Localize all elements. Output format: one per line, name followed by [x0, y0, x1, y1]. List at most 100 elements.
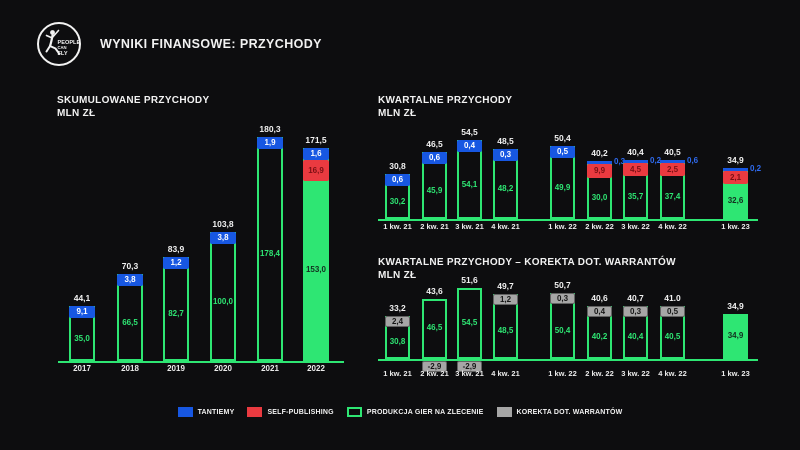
chart-title: KWARTALNE PRZYCHODY – KOREKTA DOT. WARRA…	[378, 257, 676, 268]
bar-2022: 1,6 16,9 153,0 171,5 2022	[303, 136, 329, 373]
segment-korekta-warrantow: 2,4	[385, 316, 410, 327]
bar-1-kw-21: 2,4 30,8 33,2 1 kw. 21	[383, 304, 412, 377]
total-value-label: 43,6	[426, 286, 443, 296]
produkcja-value-label: 178,4	[259, 249, 281, 258]
people-can-fly-logo: PEOPLE CAN FLY	[37, 22, 81, 66]
produkcja-value-label: 40,2	[591, 332, 608, 341]
category-label: 2 kw. 21	[420, 369, 449, 378]
segment-tantiemy	[587, 161, 612, 164]
segment-korekta-warrantow: 0,3	[550, 293, 575, 304]
segment-tantiemy: 1,6	[303, 148, 329, 160]
legend-item-produkcja-gier: PRODUKCJA GIER NA ZLECENIE	[346, 407, 484, 417]
chart-unit-label: MLN ZŁ	[378, 108, 417, 119]
bar-4-kw-22: 0,6 2,5 37,4 40,5 4 kw. 22	[658, 148, 698, 230]
korekta-negative-value-label: -2,9	[422, 361, 447, 372]
bar-1-kw-21: 0,6 30,2 30,8 1 kw. 21	[383, 162, 412, 230]
bar-3-kw-21: 0,4 54,1 54,5 3 kw. 21	[455, 128, 484, 230]
produkcja-value-label: 32,6	[727, 195, 744, 205]
chart-cumulative-revenues: SKUMULOWANE PRZYCHODY MLN ZŁ 9,1 35,0 44,1…	[57, 95, 362, 395]
category-label: 1 kw. 23	[721, 222, 750, 231]
logo-text-can: CAN	[58, 45, 67, 50]
category-label: 3 kw. 22	[621, 222, 650, 231]
bar-1-kw-23: 34,9 34,9 1 kw. 23	[721, 302, 750, 377]
logo-circle	[37, 22, 81, 66]
chart-quarterly-revenues-warrant-correction: KWARTALNE PRZYCHODY – KOREKTA DOT. WARRA…	[378, 257, 768, 397]
segment-self-publishing: 4,5	[623, 163, 648, 176]
segment-tantiemy: 0,6	[422, 152, 447, 164]
total-value-label: 33,2	[389, 303, 406, 313]
tantiemy-value-label: 0,3	[614, 157, 626, 166]
category-label: 4 kw. 21	[491, 369, 520, 378]
legend-item-korekta-warrantow: KOREKTA DOT. WARRANTÓW	[496, 407, 623, 417]
produkcja-value-label: 37,4	[664, 191, 681, 201]
category-label: 1 kw. 22	[548, 369, 577, 378]
page-title: WYNIKI FINANSOWE: PRZYCHODY	[100, 37, 322, 51]
produkcja-value-label: 40,4	[627, 332, 644, 341]
category-label: 4 kw. 22	[658, 222, 687, 231]
segment-self-publishing: 9,9	[587, 164, 612, 178]
total-value-label: 83,9	[167, 244, 185, 254]
produkcja-value-label: 34,9	[727, 330, 744, 340]
bar-4-kw-21: 1,2 48,5 49,7 4 kw. 21	[491, 282, 520, 377]
produkcja-value-label: 153,0	[305, 265, 327, 274]
produkcja-value-label: 35,7	[627, 191, 644, 201]
korekta-warrantow-swatch-icon	[496, 407, 512, 417]
segment-produkcja-gier	[303, 148, 329, 361]
segment-tantiemy: 1,9	[257, 137, 283, 149]
produkcja-value-label: 48,5	[497, 326, 514, 335]
legend-label: PRODUKCJA GIER NA ZLECENIE	[366, 408, 484, 416]
produkcja-gier-swatch-icon	[346, 407, 362, 417]
bar-3-kw-22: 0,3 40,4 40,7 3 kw. 22	[621, 294, 650, 377]
category-label: 2021	[261, 364, 279, 373]
total-value-label: 41.0	[664, 293, 681, 303]
segment-tantiemy: 0,3	[493, 149, 518, 161]
tantiemy-value-label: 0,2	[650, 156, 662, 165]
produkcja-value-label: 40,5	[664, 332, 681, 341]
segment-tantiemy	[660, 160, 685, 163]
category-label: 4 kw. 21	[491, 222, 520, 231]
total-value-label: 70,3	[121, 261, 139, 271]
bar-2-kw-22: 0,4 40,2 40,6 2 kw. 22	[585, 294, 614, 377]
category-label: 2019	[167, 364, 185, 373]
tantiemy-value-label: 0,2	[750, 164, 762, 173]
segment-self-publishing: 2,5	[660, 163, 685, 176]
chart-plot-area: 2,4 30,8 33,2 1 kw. 21 46,5 -2,9 43,6 2 kw. 21 5…	[378, 266, 758, 377]
bar-2020: 3,8 100,0 103,8 2020	[210, 220, 236, 373]
segment-tantiemy: 3,8	[210, 232, 236, 244]
total-value-label: 46,5	[426, 139, 443, 149]
bar-1-kw-23: 0,2 2,1 32,6 34,9 1 kw. 23	[721, 156, 761, 230]
segment-tantiemy: 1,2	[163, 257, 189, 269]
produkcja-value-label: 54,1	[461, 179, 478, 189]
bar-2017: 9,1 35,0 44,1 2017	[69, 294, 95, 373]
bar-2021: 1,9 178,4 180,3 2021	[257, 125, 283, 373]
category-label: 3 kw. 21	[455, 369, 484, 378]
segment-produkcja-gier	[723, 314, 748, 359]
bar-1-kw-22: 0,5 49,9 50,4 1 kw. 22	[548, 134, 577, 230]
bar-3-kw-21: 54,5 -2,9 51,6 3 kw. 21	[455, 276, 484, 377]
bar-1-kw-22: 0,3 50,4 50,7 1 kw. 22	[548, 281, 577, 377]
total-value-label: 40,7	[627, 293, 644, 303]
chart-plot-area: 0,6 30,2 30,8 1 kw. 21 0,6 45,9 46,5 2 kw. 21 0,…	[378, 126, 761, 230]
bar-2-kw-21: 0,6 45,9 46,5 2 kw. 21	[420, 140, 449, 230]
legend-label: SELF-PUBLISHING	[267, 408, 334, 416]
segment-korekta-warrantow: 1,2	[493, 294, 518, 305]
category-label: 2022	[307, 364, 325, 373]
chart-title: SKUMULOWANE PRZYCHODY	[57, 95, 210, 106]
legend-label: TANTIEMY	[197, 408, 235, 416]
total-value-label: 40,6	[591, 293, 608, 303]
total-value-label: 34,9	[727, 301, 744, 311]
produkcja-value-label: 46,5	[426, 323, 443, 332]
category-label: 4 kw. 22	[658, 369, 687, 378]
chart-plot-area: 9,1 35,0 44,1 2017 3,8 66,5 70,3 2018 1,2 82,7 83,…	[58, 125, 344, 373]
category-label: 1 kw. 23	[721, 369, 750, 378]
produkcja-value-label: 54,5	[461, 317, 478, 327]
segment-korekta-warrantow: 0,4	[587, 306, 612, 317]
tantiemy-swatch-icon	[177, 407, 193, 417]
category-label: 2 kw. 22	[585, 222, 614, 231]
total-value-label: 44,1	[73, 293, 91, 303]
tantiemy-value-label: 0,6	[687, 156, 699, 165]
total-value-label: 40,4	[627, 147, 644, 157]
category-label: 2 kw. 22	[585, 369, 614, 378]
bar-2-kw-22: 0,3 9,9 30,0 40,2 2 kw. 22	[585, 149, 625, 230]
category-label: 2017	[73, 364, 91, 373]
